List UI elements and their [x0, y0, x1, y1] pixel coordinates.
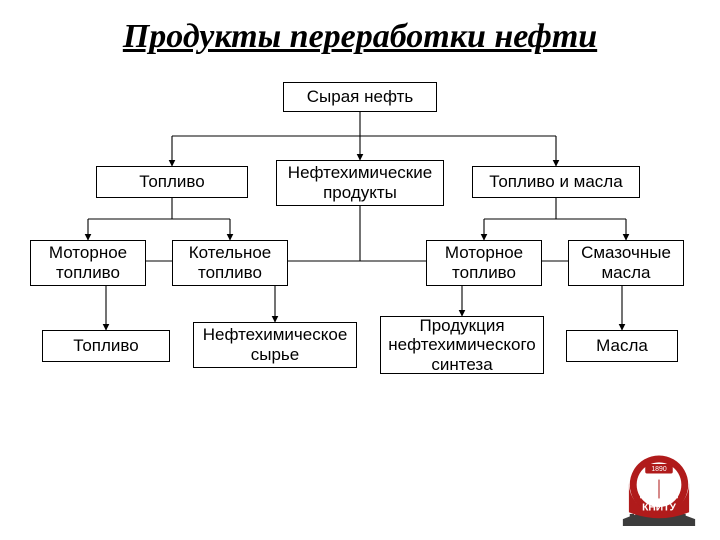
node-l3a: Моторноетопливо	[30, 240, 146, 286]
node-l4c: Продукциянефтехимическогосинтеза	[380, 316, 544, 374]
logo-book	[640, 479, 678, 499]
node-root: Сырая нефть	[283, 82, 437, 112]
node-l2b: Нефтехимическиепродукты	[276, 160, 444, 206]
node-l3d: Смазочныемасла	[568, 240, 684, 286]
logo-text: КНИТУ	[642, 503, 676, 514]
logo-year: 1890	[651, 466, 666, 473]
node-l4d: Масла	[566, 330, 678, 362]
university-logo: 1890 КНИТУ	[616, 452, 702, 526]
slide-title: Продукты переработки нефти	[0, 18, 720, 56]
node-l2c: Топливо и масла	[472, 166, 640, 198]
node-l3c: Моторноетопливо	[426, 240, 542, 286]
node-l3b: Котельноетопливо	[172, 240, 288, 286]
node-l4a: Топливо	[42, 330, 170, 362]
node-l4b: Нефтехимическоесырье	[193, 322, 357, 368]
node-l2a: Топливо	[96, 166, 248, 198]
